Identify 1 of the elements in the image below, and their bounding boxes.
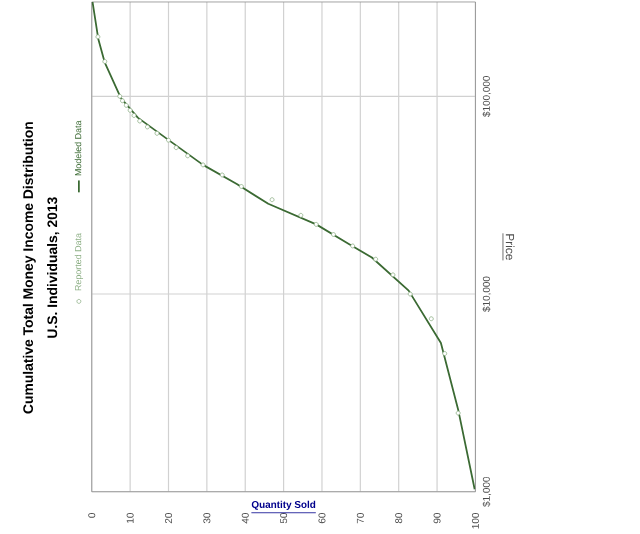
line-series — [91, 2, 476, 491]
